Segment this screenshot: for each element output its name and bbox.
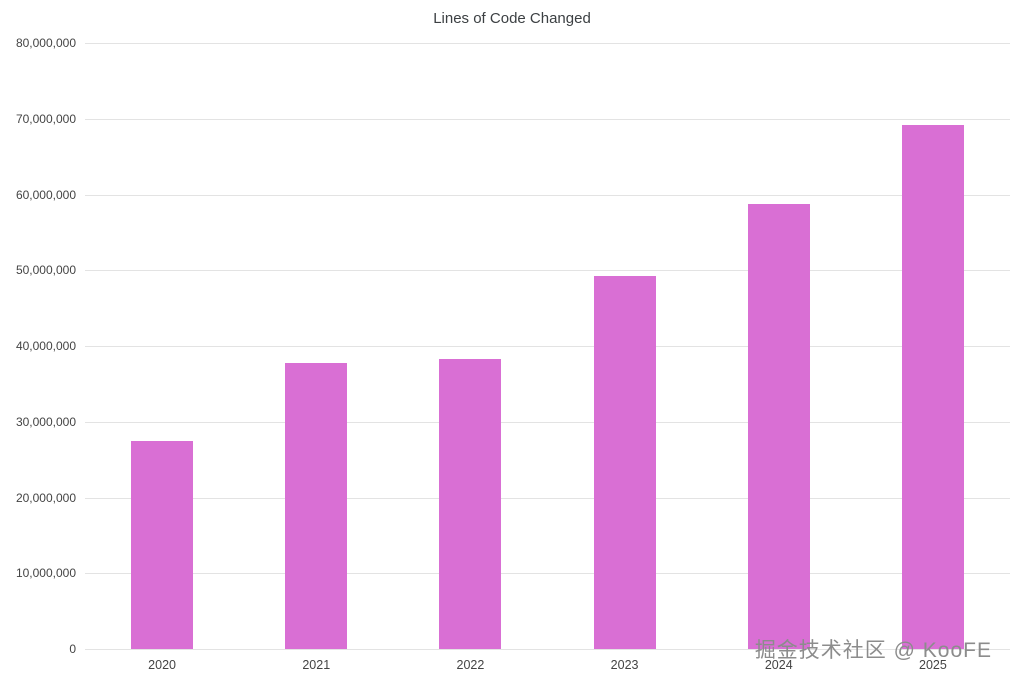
gridline: [85, 497, 1010, 499]
x-axis-tick-label: 2020: [148, 658, 176, 672]
bar-2022[interactable]: [439, 358, 502, 649]
x-axis-tick-label: 2021: [302, 658, 331, 672]
gridline: [85, 649, 1010, 650]
watermark: 掘金技术社区 @ KooFE: [754, 639, 992, 662]
bar-2024[interactable]: [747, 203, 810, 649]
y-axis-tick-label: 60,000,000: [15, 187, 76, 202]
bar-2023[interactable]: [593, 276, 656, 649]
gridline: [85, 43, 1010, 44]
x-axis-tick-label: 2022: [456, 658, 485, 672]
gridline: [85, 573, 1010, 575]
x-axis-tick-label: 2025: [919, 658, 947, 672]
y-axis-tick-label: 10,000,000: [15, 566, 76, 581]
y-axis-tick-label: 20,000,000: [15, 490, 76, 505]
x-axis-tick-label: 2023: [610, 658, 639, 672]
bar-2021[interactable]: [285, 363, 348, 649]
bar-2025[interactable]: [901, 124, 964, 649]
x-axis-tick-label: 2024: [764, 658, 793, 672]
gridline: [85, 118, 1010, 120]
gridline: [85, 270, 1010, 272]
chart-title: Lines of Code Changed: [433, 10, 591, 27]
gridline: [85, 421, 1010, 423]
y-axis-tick-label: 50,000,000: [15, 263, 76, 278]
bar-2020[interactable]: [131, 440, 194, 649]
y-axis-tick-label: 40,000,000: [15, 339, 76, 353]
y-axis-tick-label: 0: [69, 642, 76, 656]
y-axis-tick-label: 30,000,000: [15, 414, 76, 429]
gridline: [85, 194, 1010, 196]
y-axis-tick-label: 80,000,000: [15, 36, 76, 50]
y-axis-tick-label: 70,000,000: [15, 111, 76, 126]
gridline: [85, 346, 1010, 347]
